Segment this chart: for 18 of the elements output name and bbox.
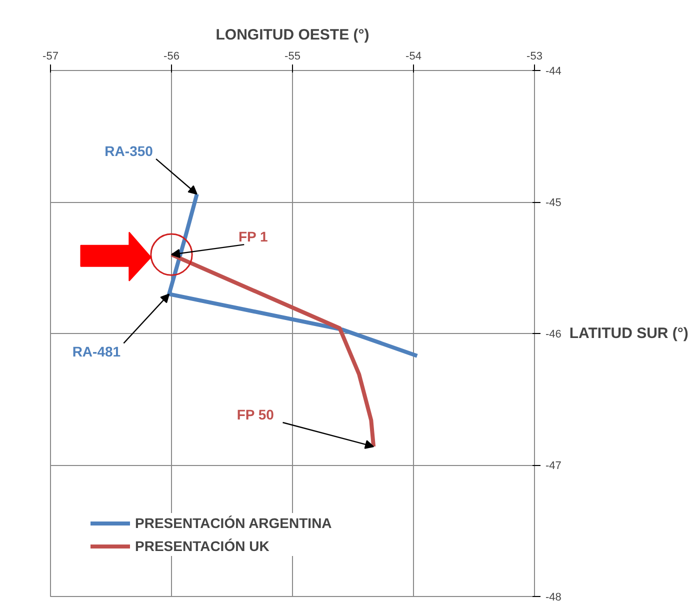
x-tick-label: -53 <box>526 50 542 62</box>
x-tick-label: -54 <box>406 50 422 62</box>
y-tick-label: -48 <box>546 592 562 604</box>
y-axis-title: LATITUD SUR (°) <box>569 325 688 342</box>
legend-label: PRESENTACIÓN UK <box>135 538 270 554</box>
x-tick-label: -56 <box>164 50 180 62</box>
annotation: RA-350 <box>104 142 154 159</box>
y-tick-label: -47 <box>546 460 562 472</box>
legend-label: PRESENTACIÓN ARGENTINA <box>135 515 332 531</box>
y-tick-label: -44 <box>546 66 562 78</box>
x-axis-title: LONGITUD OESTE (°) <box>216 26 370 44</box>
x-tick-label: -57 <box>42 50 58 62</box>
annotation: RA-481 <box>72 343 121 360</box>
y-tick-label: -45 <box>546 197 562 209</box>
y-tick-label: -46 <box>546 328 562 340</box>
annotation: FP 1 <box>238 228 268 245</box>
annotation: FP 50 <box>236 406 274 422</box>
x-tick-label: -55 <box>284 50 300 62</box>
